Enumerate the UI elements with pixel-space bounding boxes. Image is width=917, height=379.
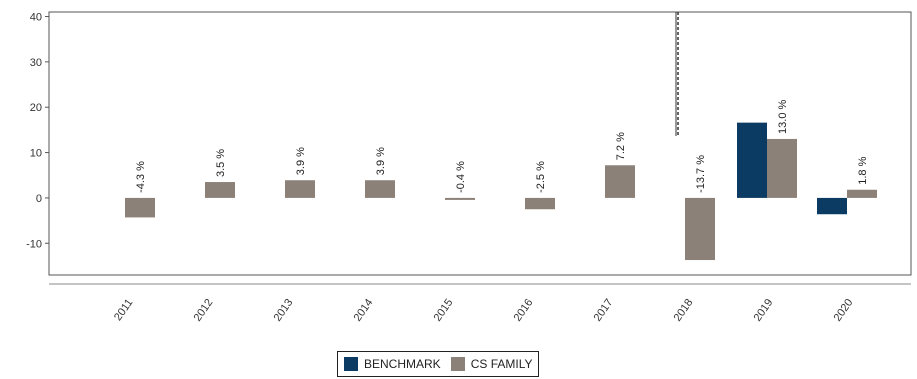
data-label-2012: 3.5 %: [215, 149, 227, 177]
y-axis-ticks: 40 30 20 10 0 -10: [26, 12, 49, 250]
legend-label-benchmark: BENCHMARK: [364, 357, 441, 371]
legend-swatch-benchmark: [344, 357, 358, 371]
axes: [48, 11, 912, 285]
bar-cs-family-2019: [767, 138, 797, 198]
bar-cs-family-2011: [125, 197, 155, 218]
y-tick-label: 20: [30, 102, 42, 114]
bar-cs-family-2017: [605, 165, 635, 198]
data-label-2018: -13.7 %: [695, 155, 707, 193]
y-tick-label: 40: [30, 12, 42, 24]
bars: [125, 122, 877, 261]
data-label-2017: 7.2 %: [615, 132, 627, 160]
legend-item-benchmark[interactable]: BENCHMARK: [344, 357, 441, 371]
legend-swatch-cs-family: [450, 357, 465, 371]
x-tick-label-2011: 2011: [112, 297, 135, 323]
x-tick-label-2016: 2016: [512, 297, 536, 324]
legend-item-cs-family[interactable]: CS FAMILY: [450, 357, 533, 371]
y-tick-label: 30: [30, 57, 42, 69]
x-tick-label-2012: 2012: [192, 297, 216, 324]
data-label-2020: 1.8 %: [857, 156, 869, 184]
bar-cs-family-2020: [847, 189, 877, 198]
data-label-2016: -2.5 %: [535, 161, 547, 193]
plot-frame: [48, 11, 912, 276]
data-label-2011: -4.3 %: [135, 161, 147, 193]
data-label-2015: -0.4 %: [455, 161, 467, 193]
x-tick-label-2017: 2017: [592, 297, 616, 324]
x-tick-label-2014: 2014: [352, 297, 376, 324]
bar-cs-family-2013: [285, 180, 315, 198]
data-label-2019: 13.0 %: [777, 100, 789, 134]
y-tick-label: 10: [30, 148, 42, 160]
bar-cs-family-2012: [205, 182, 235, 198]
annotation-marker: [675, 12, 679, 136]
x-tick-label-2020: 2020: [832, 297, 856, 324]
bar-cs-family-2015: [445, 197, 475, 200]
y-tick-label: 0: [36, 193, 42, 205]
x-axis-ticks: 2011 2012 2013 2014 2015 2016 2017 2018 2019 2020: [112, 297, 855, 324]
x-tick-label-2019: 2019: [752, 297, 776, 324]
bar-cs-family-2016: [525, 197, 555, 210]
bar-benchmark-2020: [817, 197, 847, 215]
legend: BENCHMARK CS FAMILY: [337, 351, 540, 377]
x-tick-label-2015: 2015: [432, 297, 456, 324]
y-tick-label: -10: [26, 238, 42, 250]
legend-label-cs-family: CS FAMILY: [470, 357, 533, 371]
data-labels: -4.3 % 3.5 % 3.9 % 3.9 % -0.4 % -2.5 % 7.2 % -1…: [135, 100, 869, 193]
data-label-2013: 3.9 %: [295, 147, 307, 175]
x-tick-label-2013: 2013: [272, 297, 296, 324]
x-tick-label-2018: 2018: [672, 297, 696, 324]
bar-cs-family-2014: [365, 180, 395, 198]
data-label-2014: 3.9 %: [375, 147, 387, 175]
bar-cs-family-2018: [685, 197, 715, 261]
bar-benchmark-2019: [737, 122, 767, 198]
